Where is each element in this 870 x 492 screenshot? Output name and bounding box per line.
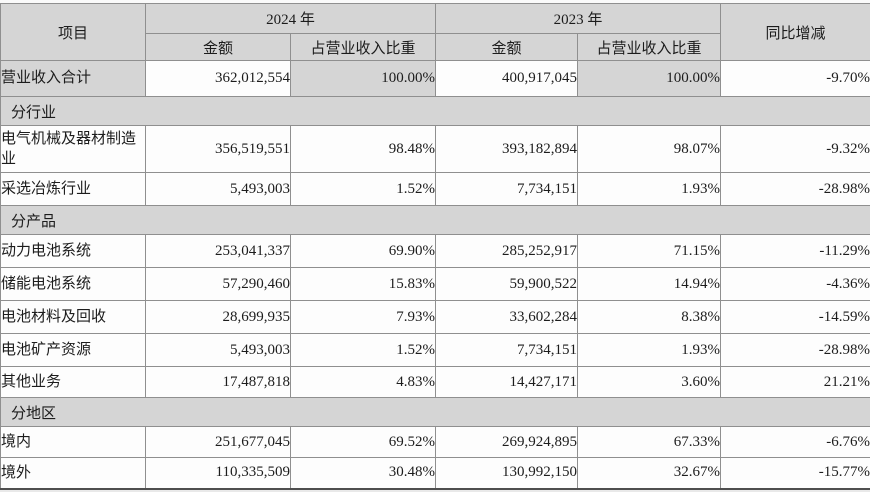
cell-item-label: 电气机械及器材制造业 [0, 125, 146, 173]
table-row-other-business: 其他业务 17,487,818 4.83% 14,427,171 3.60% 2… [0, 366, 870, 398]
cell-ratio-2024: 7.93% [289, 300, 437, 334]
cell-ratio-2024: 69.90% [289, 234, 437, 268]
header-row-subcolumns: 金额 占营业收入比重 金额 占营业收入比重 [1, 33, 870, 61]
section-row-by-product: 分产品 [0, 205, 870, 235]
cell-ratio-2023: 32.67% [577, 457, 722, 489]
section-label: 分行业 [0, 96, 870, 126]
cell-amount-2023: 269,924,895 [435, 426, 579, 458]
cell-ratio-2024: 1.52% [289, 333, 437, 367]
cell-ratio-2024: 30.48% [289, 457, 437, 489]
table-row-energy-storage-battery: 储能电池系统 57,290,460 15.83% 59,900,522 14.9… [0, 267, 870, 301]
cell-amount-2024: 17,487,818 [145, 366, 291, 398]
cell-ratio-2024: 4.83% [289, 366, 437, 398]
cell-item-label: 其他业务 [0, 366, 146, 398]
section-row-by-region: 分地区 [0, 397, 870, 427]
cell-ratio-2024: 1.52% [289, 172, 437, 206]
cell-yoy-change: -28.98% [720, 333, 870, 367]
col-header-amount-2023: 金额 [435, 33, 579, 61]
cell-ratio-2024: 98.48% [289, 125, 437, 173]
cell-yoy-change: -9.70% [720, 60, 870, 97]
cell-amount-2023: 7,734,151 [435, 172, 579, 206]
section-label: 分产品 [0, 205, 870, 235]
cell-ratio-2023: 14.94% [577, 267, 722, 301]
col-header-item: 项目 [0, 3, 146, 61]
cell-amount-2023: 7,734,151 [435, 333, 579, 367]
cell-item-label: 动力电池系统 [0, 234, 146, 268]
table-row-mining-smelting: 采选冶炼行业 5,493,003 1.52% 7,734,151 1.93% -… [0, 172, 870, 206]
cell-item-label: 采选冶炼行业 [0, 172, 146, 206]
col-header-year-2023: 2023 年 [435, 3, 722, 34]
cell-amount-2023: 130,992,150 [435, 457, 579, 489]
cell-ratio-2024: 15.83% [289, 267, 437, 301]
cell-amount-2023: 59,900,522 [435, 267, 579, 301]
cell-yoy-change: -11.29% [720, 234, 870, 268]
cell-ratio-2023: 1.93% [577, 172, 722, 206]
cell-amount-2023: 400,917,045 [435, 60, 579, 97]
col-header-year-2024: 2024 年 [144, 3, 437, 34]
section-label: 分地区 [0, 397, 870, 427]
cell-ratio-2023: 1.93% [577, 333, 722, 367]
col-header-yoy: 同比增减 [720, 3, 870, 61]
cell-amount-2024: 110,335,509 [145, 457, 291, 489]
cell-ratio-2023: 98.07% [577, 125, 722, 173]
cell-ratio-2023: 71.15% [577, 234, 722, 268]
table-row-overseas: 境外 110,335,509 30.48% 130,992,150 32.67%… [0, 457, 870, 489]
cell-amount-2024: 362,012,554 [145, 60, 291, 97]
cell-amount-2023: 285,252,917 [435, 234, 579, 268]
table-row-battery-materials-recycling: 电池材料及回收 28,699,935 7.93% 33,602,284 8.38… [0, 300, 870, 334]
cell-yoy-change: -15.77% [720, 457, 870, 489]
col-header-ratio-2023: 占营业收入比重 [577, 33, 722, 61]
cell-ratio-2023: 67.33% [577, 426, 722, 458]
table-row-total-revenue: 营业收入合计 362,012,554 100.00% 400,917,045 1… [0, 60, 870, 97]
cell-yoy-change: -6.76% [720, 426, 870, 458]
table-row-battery-mineral-resources: 电池矿产资源 5,493,003 1.52% 7,734,151 1.93% -… [0, 333, 870, 367]
section-row-by-industry: 分行业 [0, 96, 870, 126]
cell-yoy-change: 21.21% [720, 366, 870, 398]
cell-item-label: 电池矿产资源 [0, 333, 146, 367]
table-row-power-battery: 动力电池系统 253,041,337 69.90% 285,252,917 71… [0, 234, 870, 268]
cell-amount-2024: 5,493,003 [145, 172, 291, 206]
cell-yoy-change: -28.98% [720, 172, 870, 206]
cell-ratio-2023: 3.60% [577, 366, 722, 398]
cell-amount-2024: 253,041,337 [145, 234, 291, 268]
cell-amount-2024: 57,290,460 [145, 267, 291, 301]
cell-yoy-change: -4.36% [720, 267, 870, 301]
cell-amount-2023: 33,602,284 [435, 300, 579, 334]
table-row-domestic: 境内 251,677,045 69.52% 269,924,895 67.33%… [0, 426, 870, 458]
col-header-ratio-2024: 占营业收入比重 [289, 33, 437, 61]
cell-amount-2023: 14,427,171 [435, 366, 579, 398]
cell-yoy-change: -14.59% [720, 300, 870, 334]
header-row-years: 项目 2024 年 2023 年 同比增减 [0, 3, 870, 61]
cell-amount-2024: 356,519,551 [145, 125, 291, 173]
table-row-electrical-machinery: 电气机械及器材制造业 356,519,551 98.48% 393,182,89… [0, 125, 870, 173]
cell-amount-2024: 251,677,045 [145, 426, 291, 458]
cell-ratio-2023: 8.38% [577, 300, 722, 334]
cell-ratio-2024: 100.00% [289, 60, 437, 97]
cell-item-label: 境外 [0, 457, 146, 489]
cell-amount-2024: 5,493,003 [145, 333, 291, 367]
cell-item-label: 电池材料及回收 [0, 300, 146, 334]
cell-yoy-change: -9.32% [720, 125, 870, 173]
cell-amount-2023: 393,182,894 [435, 125, 579, 173]
cell-ratio-2023: 100.00% [577, 60, 722, 97]
revenue-breakdown-table: 项目 2024 年 2023 年 同比增减 金额 占营业收入比重 金额 占营业收… [0, 3, 870, 490]
page-background-strip [0, 489, 870, 492]
cell-ratio-2024: 69.52% [289, 426, 437, 458]
cell-amount-2024: 28,699,935 [145, 300, 291, 334]
cell-item-label: 境内 [0, 426, 146, 458]
cell-item-label: 储能电池系统 [0, 267, 146, 301]
col-header-amount-2024: 金额 [145, 33, 291, 61]
cell-item-label: 营业收入合计 [0, 60, 146, 97]
